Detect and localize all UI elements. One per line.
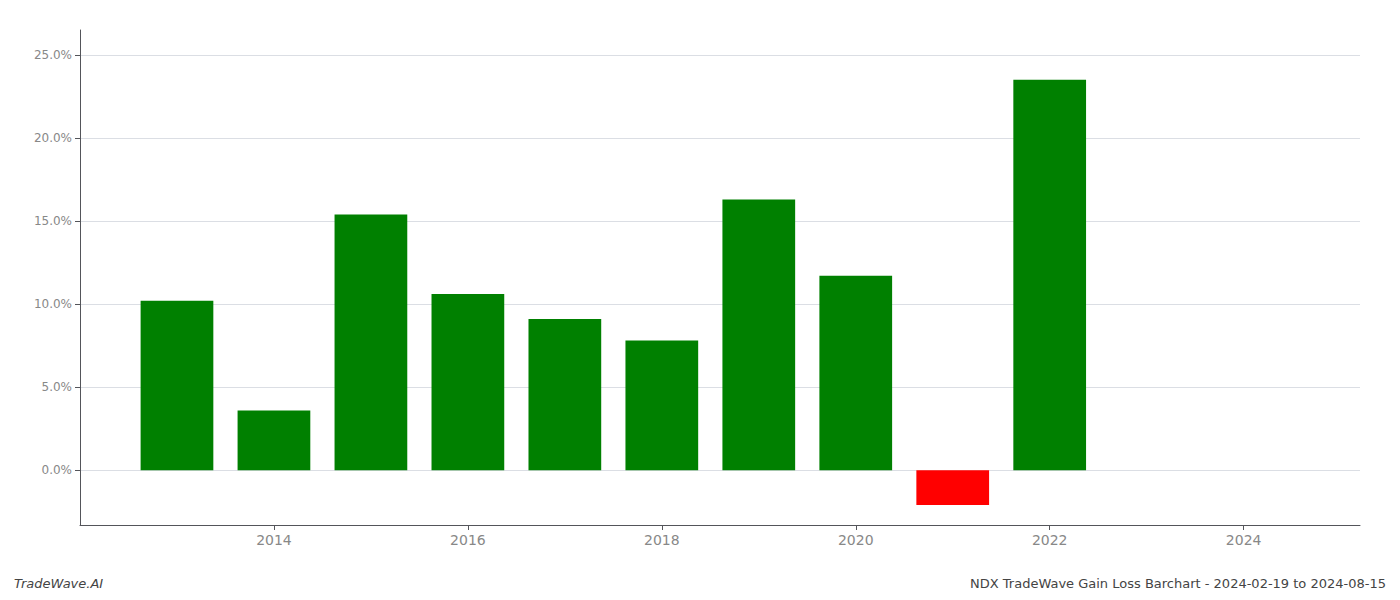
svg-text:2018: 2018	[644, 532, 680, 548]
svg-text:15.0%: 15.0%	[34, 214, 72, 228]
svg-text:20.0%: 20.0%	[34, 131, 72, 145]
svg-text:10.0%: 10.0%	[34, 297, 72, 311]
svg-text:2014: 2014	[256, 532, 292, 548]
svg-text:TradeWave.AI: TradeWave.AI	[14, 576, 103, 591]
svg-text:2024: 2024	[1226, 532, 1262, 548]
svg-text:25.0%: 25.0%	[34, 48, 72, 62]
svg-text:2020: 2020	[838, 532, 874, 548]
svg-text:2016: 2016	[450, 532, 486, 548]
svg-text:NDX TradeWave Gain Loss Barcha: NDX TradeWave Gain Loss Barchart - 2024-…	[970, 576, 1386, 591]
svg-text:5.0%: 5.0%	[42, 380, 73, 394]
svg-text:0.0%: 0.0%	[42, 463, 73, 477]
svg-text:2022: 2022	[1032, 532, 1068, 548]
